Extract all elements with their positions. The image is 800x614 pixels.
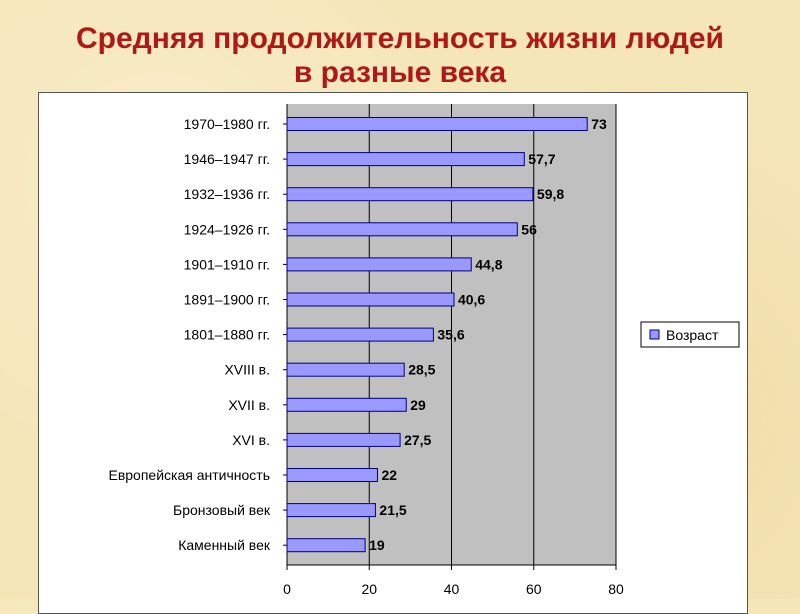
category-label: XVII в. xyxy=(228,397,270,413)
data-label: 59,8 xyxy=(537,186,564,202)
legend-swatch xyxy=(649,329,660,340)
title-line-2: в разные века xyxy=(293,56,507,89)
bar xyxy=(286,187,534,202)
category-label: 1932–1936 гг. xyxy=(184,186,270,202)
category-label: 1891–1900 гг. xyxy=(184,292,270,308)
x-tick-label: 20 xyxy=(361,581,377,597)
bar xyxy=(286,397,407,412)
data-label: 44,8 xyxy=(475,256,502,272)
bar xyxy=(286,362,405,377)
bar xyxy=(286,117,588,131)
life-expectancy-chart: 0 20 40 60 80 1970–1980 гг. 73 1946–1947 гг. 57,… xyxy=(109,104,740,597)
bar xyxy=(286,257,472,272)
bar xyxy=(286,432,401,447)
category-label: XVIII в. xyxy=(224,362,270,378)
category-label: 1970–1980 гг. xyxy=(184,116,270,132)
data-label: 40,6 xyxy=(458,292,485,308)
x-tick-label: 40 xyxy=(444,581,460,597)
category-label: 1946–1947 гг. xyxy=(184,151,270,167)
category-label: 1901–1910 гг. xyxy=(184,256,270,272)
data-label: 19 xyxy=(369,537,385,553)
category-label: Европейская античность xyxy=(109,467,271,483)
category-label: 1924–1926 гг. xyxy=(184,221,270,237)
x-tick-label: 80 xyxy=(608,581,624,597)
data-label: 21,5 xyxy=(379,502,406,518)
category-label: 1801–1880 гг. xyxy=(184,327,270,343)
x-tick-label: 0 xyxy=(283,581,291,597)
bar xyxy=(286,503,376,518)
title-line-1: Средняя продолжительность жизни людей xyxy=(75,22,724,55)
bar xyxy=(286,152,525,167)
category-label: XVI в. xyxy=(232,432,270,448)
data-label: 73 xyxy=(591,116,607,132)
category-label: Бронзовый век xyxy=(173,502,271,518)
page-title: Средняя продолжительность жизни людей в … xyxy=(0,22,800,90)
bar xyxy=(286,222,518,237)
bar xyxy=(286,327,434,342)
category-label: Каменный век xyxy=(178,537,271,553)
bar xyxy=(286,468,378,482)
data-label: 57,7 xyxy=(528,151,555,167)
data-label: 29 xyxy=(410,397,426,413)
x-tick-label: 60 xyxy=(526,581,542,597)
bar xyxy=(286,292,455,307)
data-label: 35,6 xyxy=(437,327,464,343)
legend-label: Возраст xyxy=(666,327,719,343)
data-label: 56 xyxy=(521,221,537,237)
bar xyxy=(286,538,366,553)
data-label: 22 xyxy=(381,467,397,483)
data-label: 27,5 xyxy=(404,432,431,448)
data-label: 28,5 xyxy=(408,362,435,378)
